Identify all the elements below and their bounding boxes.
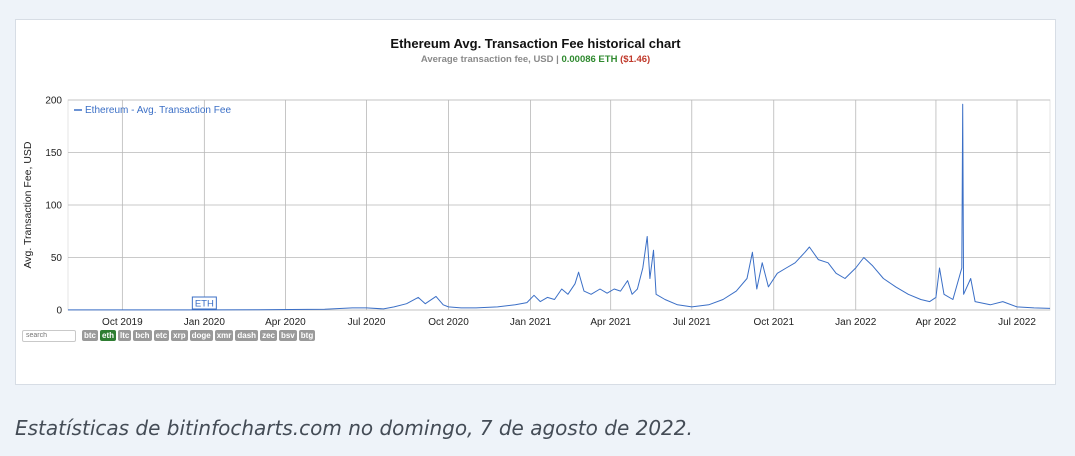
subtitle-usd-value: ($1.46) (620, 54, 651, 65)
subtitle-eth-value: 0.00086 ETH (561, 54, 618, 65)
x-tick-label: Jan 2020 (184, 317, 226, 328)
coin-button-xrp[interactable]: xrp (171, 330, 188, 341)
chart-subtitle: Average transaction fee, USD | 0.00086 E… (16, 54, 1055, 65)
annotation-flag[interactable] (191, 296, 217, 310)
coin-button-bch[interactable]: bch (133, 330, 152, 341)
coin-button-bsv[interactable]: bsv (278, 330, 297, 341)
coin-button-btg[interactable]: btg (298, 330, 316, 341)
coin-button-btc[interactable]: btc (82, 330, 98, 341)
x-tick-label: Oct 2020 (428, 317, 469, 328)
x-tick-label: Apr 2022 (916, 317, 957, 328)
chart-title: Ethereum Avg. Transaction Fee historical… (390, 36, 681, 51)
coin-button-dash[interactable]: dash (235, 330, 259, 341)
y-tick-label: 50 (51, 253, 63, 264)
series-line (68, 103, 1051, 311)
x-tick-label: Apr 2020 (265, 317, 306, 328)
chart-card: Ethereum Avg. Transaction Fee historical… (15, 19, 1056, 385)
chart-plot[interactable]: 0 50 100 150 200 Oct 2019 Jan 2020 Apr 2020 Jul … (16, 20, 1057, 350)
x-tick-label: Oct 2021 (753, 317, 794, 328)
y-axis-label: Avg. Transaction Fee, USD (22, 141, 34, 268)
footer-caption: Estatísticas de bitinfocharts.com no dom… (15, 416, 693, 440)
coin-button-ltc[interactable]: ltc (118, 330, 132, 341)
coin-button-list: btc eth ltc bch etc xrp doge xmr dash zec bsv btg (82, 330, 316, 341)
y-tick-label: 100 (45, 201, 62, 212)
x-tick-label: Jul 2020 (348, 317, 386, 328)
y-tick-label: 200 (45, 96, 62, 107)
x-tick-label: Jul 2021 (673, 317, 711, 328)
annotation-label: ETH (195, 299, 214, 310)
coin-button-etc[interactable]: etc (153, 330, 170, 341)
x-tick-label: Jan 2022 (835, 317, 877, 328)
search-input[interactable] (22, 329, 76, 342)
x-tick-label: Jul 2022 (998, 317, 1036, 328)
y-tick-label: 150 (45, 148, 62, 159)
coin-button-eth[interactable]: eth (100, 330, 116, 341)
coin-button-doge[interactable]: doge (189, 330, 213, 341)
x-tick-label: Apr 2021 (590, 317, 631, 328)
x-tick-label: Jan 2021 (510, 317, 552, 328)
coin-button-zec[interactable]: zec (260, 330, 277, 341)
x-tick-label: Oct 2019 (102, 317, 143, 328)
legend-label: Ethereum - Avg. Transaction Fee (85, 105, 231, 116)
coin-button-xmr[interactable]: xmr (214, 330, 234, 341)
y-tick-label: 0 (56, 306, 62, 317)
subtitle-prefix: Average transaction fee, USD | (420, 54, 559, 65)
